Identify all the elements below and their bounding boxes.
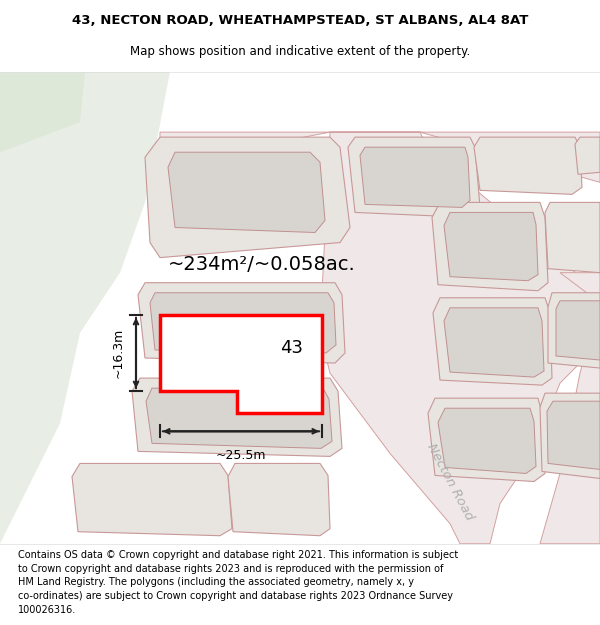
Polygon shape [444, 213, 538, 281]
Polygon shape [168, 152, 325, 232]
Polygon shape [178, 328, 312, 373]
Polygon shape [438, 408, 536, 474]
Polygon shape [548, 292, 600, 368]
Polygon shape [160, 315, 322, 413]
Text: 43: 43 [280, 339, 303, 357]
Polygon shape [138, 282, 345, 363]
Text: Contains OS data © Crown copyright and database right 2021. This information is : Contains OS data © Crown copyright and d… [18, 550, 458, 614]
Polygon shape [160, 132, 600, 182]
Polygon shape [432, 202, 548, 291]
Polygon shape [575, 137, 600, 174]
Text: ~234m²/~0.058ac.: ~234m²/~0.058ac. [168, 255, 356, 274]
Polygon shape [540, 393, 600, 479]
Polygon shape [556, 301, 600, 360]
Polygon shape [146, 388, 332, 448]
Polygon shape [0, 72, 85, 152]
Polygon shape [545, 202, 600, 272]
Text: 43, NECTON ROAD, WHEATHAMPSTEAD, ST ALBANS, AL4 8AT: 43, NECTON ROAD, WHEATHAMPSTEAD, ST ALBA… [72, 14, 528, 27]
Polygon shape [540, 272, 600, 544]
Polygon shape [0, 72, 170, 544]
Polygon shape [444, 308, 544, 377]
Polygon shape [360, 147, 470, 208]
Polygon shape [433, 298, 552, 385]
Polygon shape [474, 137, 582, 194]
Text: Map shows position and indicative extent of the property.: Map shows position and indicative extent… [130, 45, 470, 58]
Polygon shape [320, 132, 600, 544]
Text: ~16.3m: ~16.3m [112, 328, 125, 378]
Polygon shape [132, 378, 342, 456]
Polygon shape [150, 292, 336, 353]
Text: Necton Road: Necton Road [424, 441, 476, 522]
Polygon shape [547, 401, 600, 469]
Polygon shape [72, 463, 232, 536]
Polygon shape [145, 137, 350, 258]
Polygon shape [348, 137, 480, 218]
Polygon shape [228, 463, 330, 536]
Text: ~25.5m: ~25.5m [216, 449, 266, 462]
Polygon shape [428, 398, 545, 481]
